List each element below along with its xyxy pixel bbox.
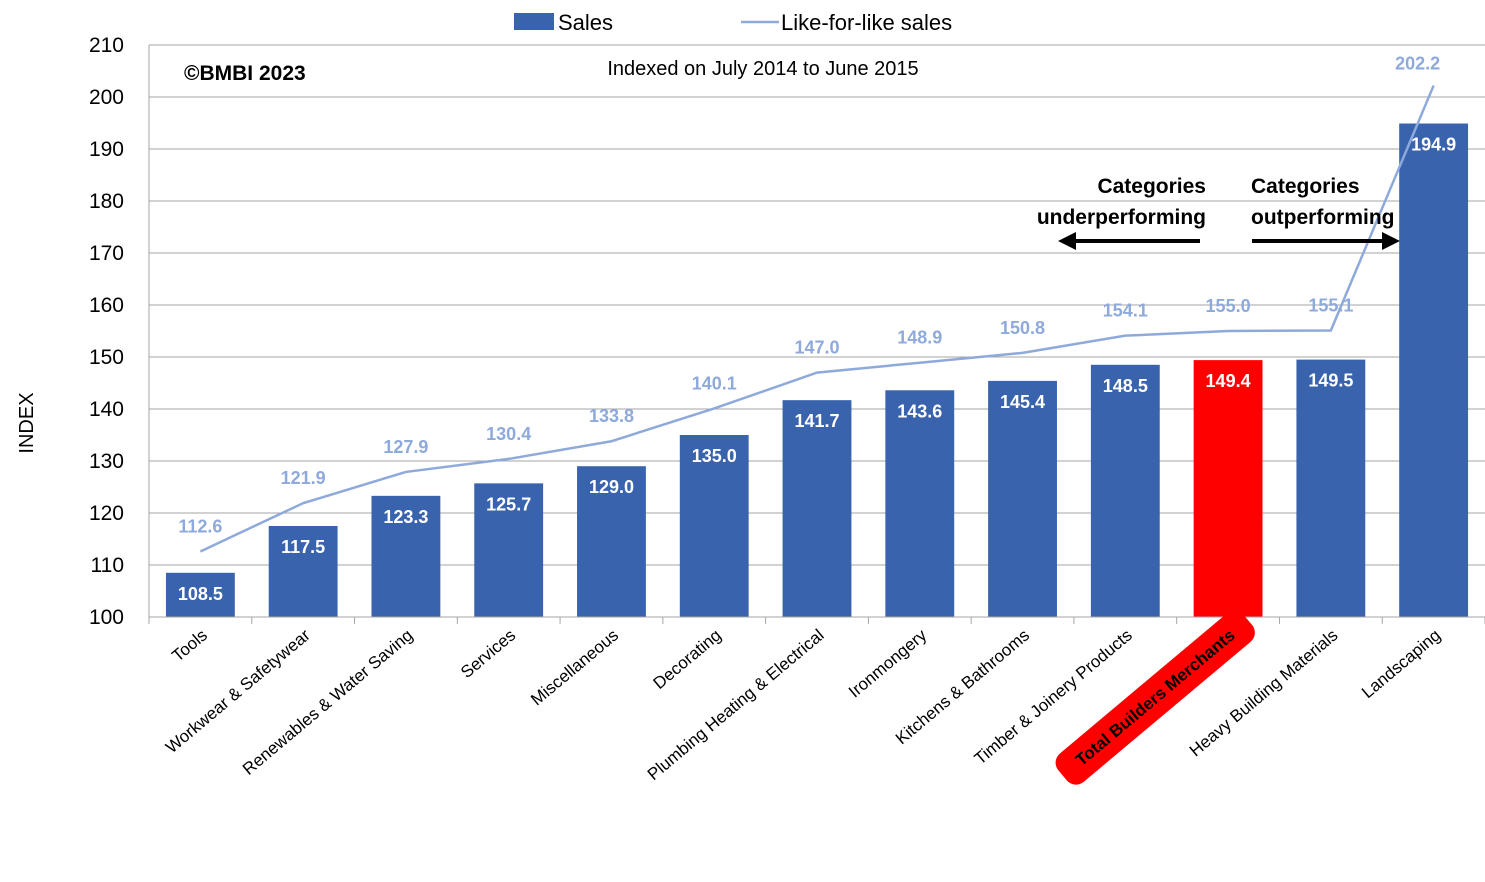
category-label-group-5: Miscellaneous xyxy=(527,626,622,710)
bar-value-label-7: 141.7 xyxy=(794,411,839,431)
bar-value-label-12: 149.5 xyxy=(1308,371,1353,391)
bar-value-label-9: 145.4 xyxy=(1000,392,1045,412)
like-for-like-line xyxy=(199,85,1435,553)
bars xyxy=(165,123,1469,618)
category-label-5: Miscellaneous xyxy=(527,626,622,710)
category-label-group-7: Plumbing Heating & Electrical xyxy=(644,626,828,785)
legend-swatch-sales xyxy=(514,13,554,30)
category-label-3: Renewables & Water Saving xyxy=(239,626,416,779)
category-label-6: Decorating xyxy=(650,626,725,693)
line-value-label-10: 154.1 xyxy=(1103,301,1148,321)
bar-value-label-10: 148.5 xyxy=(1103,376,1148,396)
lfl-series-line xyxy=(199,85,1435,553)
y-tick-label-160: 160 xyxy=(89,294,124,317)
highlight-label-background xyxy=(1055,610,1255,785)
line-value-label-4: 130.4 xyxy=(486,424,531,444)
bar-7 xyxy=(782,400,852,617)
bar-13 xyxy=(1399,123,1469,618)
category-label-group-3: Renewables & Water Saving xyxy=(239,626,416,779)
legend-label-sales: Sales xyxy=(558,10,613,35)
bar-8 xyxy=(885,390,955,617)
underperforming-line1: Categories xyxy=(1097,175,1206,198)
line-value-label-6: 140.1 xyxy=(692,373,737,393)
line-value-label-12: 155.1 xyxy=(1308,295,1353,315)
line-value-label-3: 127.9 xyxy=(383,437,428,457)
bar-4 xyxy=(474,483,544,617)
line-value-label-8: 148.9 xyxy=(897,328,942,348)
bar-3 xyxy=(371,495,441,617)
outperforming-line1: Categories xyxy=(1251,175,1360,198)
category-label-4: Services xyxy=(457,626,519,682)
y-tick-label-100: 100 xyxy=(89,606,124,629)
y-tick-label-130: 130 xyxy=(89,450,124,473)
bar-10 xyxy=(1090,364,1160,617)
bar-value-label-1: 108.5 xyxy=(178,584,223,604)
bar-9 xyxy=(988,380,1057,617)
category-label-group-1: Tools xyxy=(168,626,211,666)
category-label-1: Tools xyxy=(168,626,211,666)
bar-12 xyxy=(1296,359,1366,617)
category-label-7: Plumbing Heating & Electrical xyxy=(644,626,828,785)
category-label-8: Ironmongery xyxy=(845,625,931,701)
bar-value-label-4: 125.7 xyxy=(486,494,531,514)
line-value-label-1: 112.6 xyxy=(178,516,222,536)
category-label-group-8: Ironmongery xyxy=(845,625,931,701)
legend-label-lfl: Like-for-like sales xyxy=(781,10,952,35)
legend: Sales Like-for-like sales xyxy=(514,10,952,35)
copyright: ©BMBI 2023 xyxy=(184,62,306,85)
line-value-label-5: 133.8 xyxy=(589,406,634,426)
x-axis-ticks xyxy=(148,616,1485,624)
y-axis-ticks: 100 110 120 130 140 150 160 170 180 190 200 210 xyxy=(89,34,124,629)
y-tick-label-120: 120 xyxy=(89,502,124,525)
bar-5 xyxy=(577,466,646,617)
bar-2 xyxy=(268,526,338,617)
outperforming-line2: outperforming xyxy=(1251,206,1394,229)
y-tick-label-170: 170 xyxy=(89,242,124,265)
line-value-label-7: 147.0 xyxy=(794,338,839,358)
bar-value-label-3: 123.3 xyxy=(383,507,428,527)
bar-6 xyxy=(679,435,749,617)
subtitle: Indexed on July 2014 to June 2015 xyxy=(607,58,918,80)
bar-value-label-5: 129.0 xyxy=(589,477,634,497)
underperforming-arrow-head xyxy=(1058,232,1076,250)
bar-value-label-8: 143.6 xyxy=(897,401,942,421)
bar-value-labels: 108.5 117.5 123.3 125.7 129.0 135.0 141.7 143.6… xyxy=(178,135,1456,604)
y-axis-label: INDEX xyxy=(16,392,38,453)
line-value-label-9: 150.8 xyxy=(1000,318,1045,338)
y-tick-label-150: 150 xyxy=(89,346,124,369)
annotation-underperforming: Categories underperforming xyxy=(1037,175,1206,250)
bar-11 xyxy=(1193,360,1263,617)
y-tick-label-140: 140 xyxy=(89,398,124,421)
line-value-label-13: 202.2 xyxy=(1395,54,1440,74)
bar-value-label-6: 135.0 xyxy=(692,446,737,466)
outperforming-arrow-head xyxy=(1382,232,1400,250)
bar-1 xyxy=(165,572,235,617)
bar-value-label-13: 194.9 xyxy=(1411,135,1456,155)
line-value-label-2: 121.9 xyxy=(281,468,326,488)
category-label-group-13: Landscaping xyxy=(1358,626,1444,703)
annotation-outperforming: Categories outperforming xyxy=(1251,175,1400,250)
y-tick-label-210: 210 xyxy=(89,34,124,57)
underperforming-line2: underperforming xyxy=(1037,206,1206,229)
line-value-labels: 112.6 121.9 127.9 130.4 133.8 140.1 147.0 148.9… xyxy=(178,54,1440,537)
category-label-13: Landscaping xyxy=(1358,626,1444,703)
category-label-group-4: Services xyxy=(457,626,519,682)
y-tick-label-180: 180 xyxy=(89,190,124,213)
y-tick-label-110: 110 xyxy=(91,554,124,577)
category-label-group-11: Total Builders Merchants xyxy=(1055,610,1255,785)
category-label-group-6: Decorating xyxy=(650,626,725,693)
y-tick-label-200: 200 xyxy=(89,86,124,109)
bar-value-label-11: 149.4 xyxy=(1206,371,1251,391)
bar-value-label-2: 117.5 xyxy=(281,537,325,557)
line-value-label-11: 155.0 xyxy=(1206,296,1251,316)
y-tick-label-190: 190 xyxy=(89,138,124,161)
